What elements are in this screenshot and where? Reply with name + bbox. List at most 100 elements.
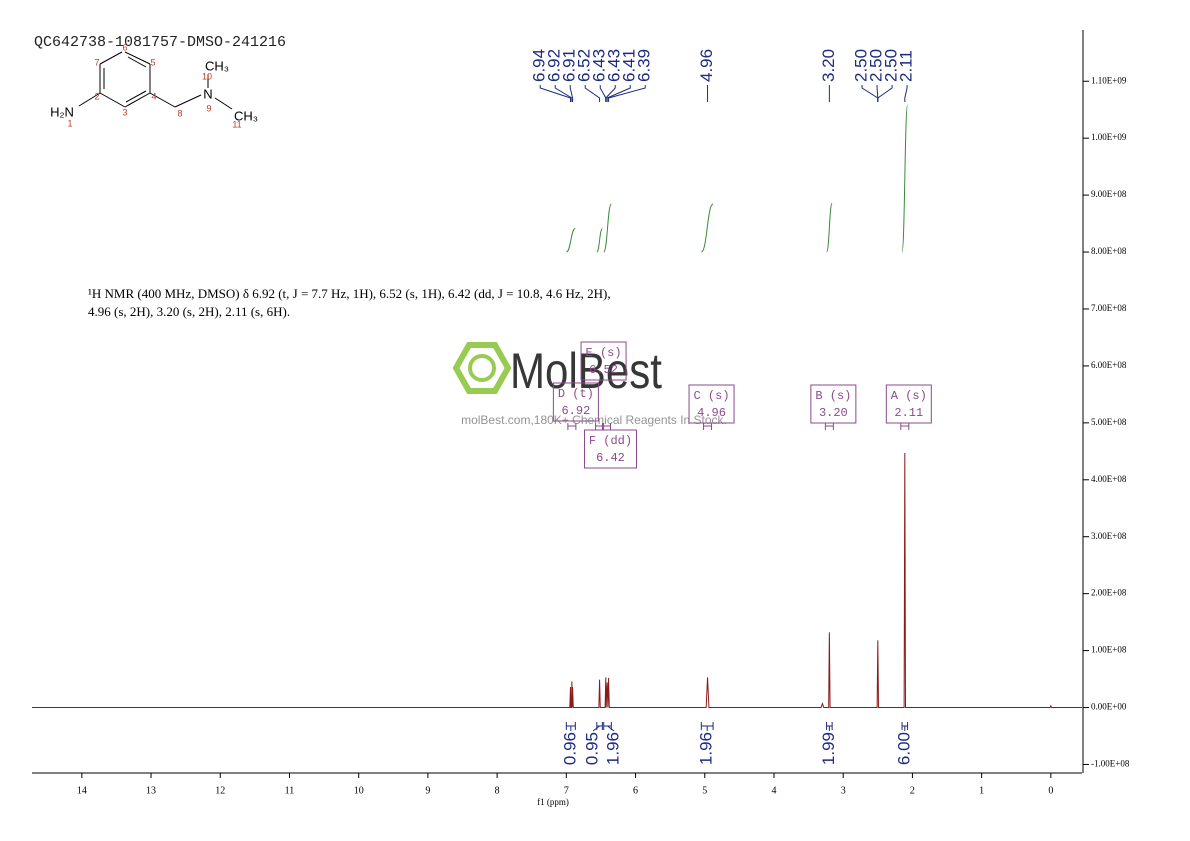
atom-number: 9 [206, 103, 211, 113]
y-tick-label: 1.00E+08 [1091, 645, 1127, 655]
integral-curve [596, 228, 603, 253]
x-tick-label: 12 [215, 785, 225, 796]
peak-label: 6.41 [620, 49, 639, 82]
atom-number: 7 [94, 57, 99, 67]
atom-number: 2 [94, 91, 99, 101]
x-tick-label: 10 [354, 785, 364, 796]
multiplet-box [552, 382, 599, 422]
peak-label: 6.94 [530, 49, 549, 82]
x-tick-label: 9 [425, 785, 430, 796]
x-tick-label: 8 [495, 785, 500, 796]
y-tick-label: 2.00E+08 [1091, 588, 1127, 598]
spectrum-line [32, 453, 1082, 709]
atom-number: 3 [122, 107, 127, 117]
nmr-description: ¹H NMR (400 MHz, DMSO) δ 6.92 (t, J = 7.… [88, 286, 611, 301]
y-tick-label: 9.00E+08 [1091, 189, 1127, 199]
x-tick-label: 2 [910, 785, 915, 796]
multiplet-shift: 6.52 [589, 363, 618, 377]
y-tick-label: 7.00E+08 [1091, 303, 1127, 313]
bond [124, 92, 151, 108]
integral-curve [826, 202, 833, 253]
watermark-logo [468, 354, 496, 382]
x-tick-label: 13 [146, 785, 156, 796]
x-axis-label: f1 (ppm) [537, 797, 569, 807]
multiplet-bracket [601, 423, 611, 430]
watermark-logo [452, 342, 512, 394]
watermark-tagline: molBest.com,180K+ Chemical Reagents In S… [461, 413, 727, 427]
x-tick-label: 4 [771, 785, 776, 796]
integral-curve [603, 203, 612, 253]
integral-label: 1.96 [697, 732, 716, 765]
watermark-brand: MolBest [510, 343, 662, 399]
bond [99, 51, 123, 65]
x-tick-label: 3 [841, 785, 846, 796]
nmr-description: 4.96 (s, 2H), 3.20 (s, 2H), 2.11 (s, 6H)… [88, 304, 290, 319]
y-tick-label: 0.00E+00 [1091, 702, 1127, 712]
peak-label: 4.96 [697, 49, 716, 82]
multiplet-label: B (s) [815, 389, 851, 403]
atom-label: N [203, 86, 212, 101]
bond [149, 92, 176, 108]
y-tick-label: -1.00E+08 [1091, 759, 1130, 769]
x-tick-label: 7 [564, 785, 569, 796]
y-tick-label: 1.00E+09 [1091, 132, 1127, 142]
peak-label: 2.50 [852, 49, 871, 82]
atom-number: 1 [67, 118, 72, 128]
molecule: H₂N N CH₃ CH₃ 1 2 3 4 5 6 7 8 9 10 11 [50, 42, 258, 129]
integral-label: 1.96 [604, 732, 623, 765]
x-tick-label: 14 [77, 785, 87, 796]
peak-label: 2.50 [867, 49, 886, 82]
multiplet-bracket [567, 423, 577, 430]
spectrum-title: QC642738-1081757-DMSO-241216 [34, 34, 286, 51]
integral-curve [566, 227, 576, 253]
atom-number: 8 [177, 108, 182, 118]
bond [99, 92, 126, 108]
multiplet-bracket [703, 423, 713, 430]
integral-label: 6.00 [894, 732, 913, 765]
atom-number: 5 [150, 57, 155, 67]
y-tick-label: 5.00E+08 [1091, 417, 1127, 427]
peak-label: 6.91 [560, 49, 579, 82]
integral-label: 1.99 [819, 732, 838, 765]
peak-leader [605, 85, 616, 102]
atom-number: 4 [151, 91, 156, 101]
peak-label: 6.39 [635, 49, 654, 82]
peak-leader [606, 85, 631, 102]
multiplet-shift: 4.96 [697, 406, 726, 420]
y-tick-label: 8.00E+08 [1091, 246, 1127, 256]
multiplet-label: D (t) [558, 387, 594, 401]
atom-number: 10 [202, 71, 212, 81]
bond [78, 92, 101, 107]
x-tick-label: 11 [285, 785, 295, 796]
x-tick-label: 0 [1048, 785, 1053, 796]
y-tick-label: 1.10E+09 [1091, 75, 1127, 85]
peak-leader [569, 85, 574, 102]
integral-label: 0.95 [583, 732, 602, 765]
atom-number: 6 [122, 42, 127, 52]
peak-leader [584, 85, 601, 102]
integral-connector [607, 725, 615, 732]
bond [214, 97, 233, 110]
multiplet-shift: 2.11 [894, 406, 923, 420]
integral-connector [592, 725, 600, 732]
peak-label: 2.11 [897, 50, 916, 82]
bond [174, 94, 202, 108]
bond [124, 51, 151, 65]
watermark: MolBest molBest.com,180K+ Chemical Reage… [452, 342, 727, 427]
peak-leader [904, 85, 908, 102]
multiplet-label: F (dd) [589, 434, 632, 448]
atom-label: CH₃ [234, 108, 258, 123]
atom-label: CH₃ [205, 58, 229, 73]
integral-curve [700, 203, 714, 253]
multiplet-bracket [900, 423, 910, 430]
multiplet-bracket [824, 423, 834, 430]
peak-leader [877, 85, 893, 102]
peak-leader [608, 85, 646, 102]
peak-leader [554, 85, 573, 102]
x-tick-label: 1 [979, 785, 984, 796]
atom-label: H₂N [50, 104, 74, 119]
y-tick-label: 6.00E+08 [1091, 360, 1127, 370]
multiplet-label: A (s) [891, 389, 927, 403]
